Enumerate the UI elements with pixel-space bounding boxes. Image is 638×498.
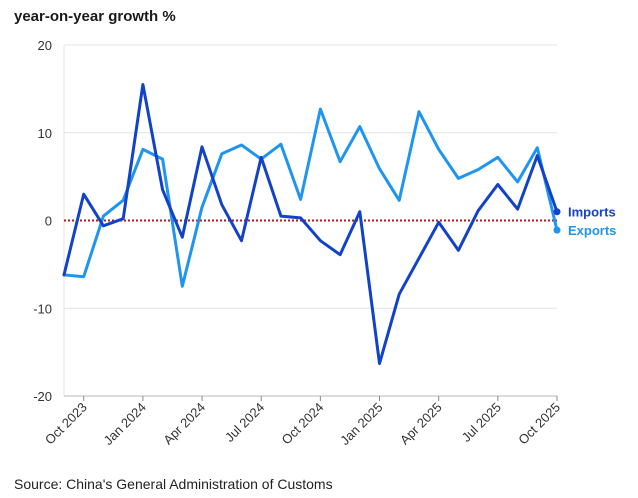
end-point-imports (553, 208, 561, 216)
x-tick-label: Oct 2024 (279, 400, 327, 448)
series-line-imports (62, 83, 559, 365)
x-axis-ticks: Oct 2023 Jan 2024 Apr 2024 Jul 2024 Oct 2024… (42, 396, 563, 448)
legend-label-exports: Exports (568, 223, 616, 238)
y-tick-label: 0 (45, 214, 52, 229)
y-tick-label: -20 (33, 389, 52, 404)
chart-title: year-on-year growth % (14, 8, 176, 25)
series-line-exports (62, 107, 559, 288)
x-tick-label: Apr 2025 (397, 400, 445, 448)
x-tick-label: Jan 2025 (337, 400, 385, 448)
x-tick-label: Oct 2025 (515, 400, 563, 448)
x-tick-label: Jan 2024 (101, 400, 149, 448)
legend-label-imports: Imports (568, 205, 616, 220)
source-note: Source: China's General Administration o… (14, 476, 333, 492)
y-tick-label: -10 (33, 301, 52, 316)
legend: Imports Exports (553, 205, 616, 238)
series-lines (62, 83, 559, 365)
x-tick-label: Apr 2024 (160, 400, 208, 448)
y-axis-ticks: 20 10 0 -10 -20 (33, 38, 52, 404)
end-point-exports (553, 226, 561, 234)
y-tick-label: 20 (38, 38, 52, 53)
x-tick-label: Jul 2024 (222, 400, 267, 445)
y-tick-label: 10 (38, 126, 52, 141)
x-tick-label: Oct 2023 (42, 400, 90, 448)
x-tick-label: Jul 2025 (459, 400, 504, 445)
